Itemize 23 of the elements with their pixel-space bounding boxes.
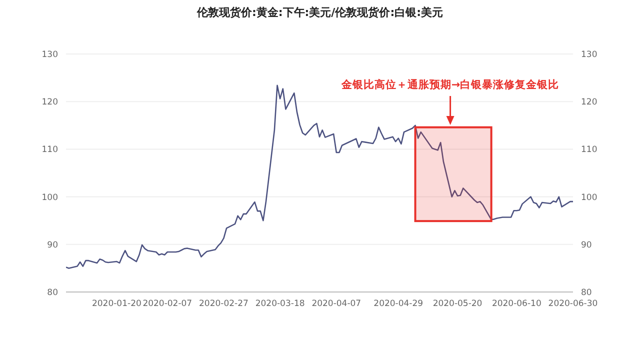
x-tick-label: 2020-02-27 <box>199 299 248 310</box>
x-tick-label: 2020-03-18 <box>255 299 305 310</box>
x-tick-label: 2020-06-10 <box>492 299 542 310</box>
x-tick-label: 2020-02-07 <box>142 299 192 310</box>
annotation: 金银比高位＋通胀预期→白银暴涨修复金银比 <box>340 78 560 92</box>
y-tick-label: 110 <box>42 145 58 156</box>
y2-tick-label: 90 <box>581 240 592 250</box>
y2-tick-label: 100 <box>581 192 598 203</box>
x-tick-label: 2020-04-07 <box>312 299 362 310</box>
x-tick-label: 2020-06-30 <box>548 299 598 310</box>
y-tick-label: 80 <box>47 288 58 298</box>
chart-title: 伦敦现货价:黄金:下午:美元/伦敦现货价:白银:美元 <box>196 5 444 20</box>
y2-tick-label: 80 <box>581 288 592 298</box>
x-tick-label: 2020-05-20 <box>432 299 482 310</box>
y2-tick-label: 120 <box>581 98 598 108</box>
y2-tick-label: 110 <box>581 145 598 156</box>
y-tick-label: 90 <box>47 240 58 250</box>
y-tick-label: 130 <box>42 50 58 60</box>
y2-tick-label: 130 <box>581 50 598 60</box>
y-tick-label: 120 <box>42 98 58 108</box>
y-tick-label: 100 <box>42 192 58 203</box>
x-tick-label: 2020-04-29 <box>374 299 424 310</box>
x-tick-label: 2020-01-20 <box>92 299 142 310</box>
